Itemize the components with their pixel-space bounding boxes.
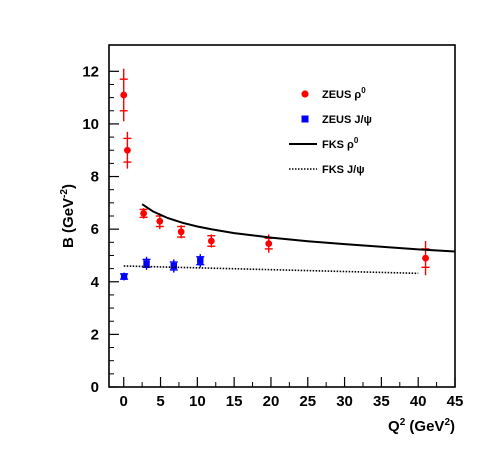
rho-marker bbox=[124, 146, 131, 154]
legend-item: FKS J/ψ bbox=[289, 164, 365, 176]
legend-label-sup: 0 bbox=[354, 136, 359, 145]
legend-square-marker bbox=[301, 115, 309, 123]
legend-item: FKS ρ0 bbox=[289, 136, 359, 151]
y-tick-label: 2 bbox=[91, 326, 99, 343]
fks-rho-curve bbox=[141, 203, 456, 253]
rho-marker bbox=[265, 240, 273, 248]
x-axis-title-rest: (GeV bbox=[405, 418, 444, 435]
fks-jpsi-curve bbox=[123, 265, 419, 275]
x-tick-label: 20 bbox=[263, 393, 280, 410]
x-tick-label: 40 bbox=[410, 393, 427, 410]
y-tick-label: 4 bbox=[91, 274, 100, 291]
data-point bbox=[207, 234, 216, 248]
data-point bbox=[142, 256, 151, 270]
x-axis-title-end: ) bbox=[450, 418, 455, 435]
rho-marker bbox=[120, 91, 128, 99]
legend-item: ZEUS J/ψ bbox=[301, 114, 372, 126]
jpsi-marker bbox=[170, 262, 177, 270]
x-tick-label: 45 bbox=[447, 393, 464, 410]
legend-label-sup: 0 bbox=[361, 86, 366, 95]
y-tick-label: 0 bbox=[91, 379, 99, 396]
rho-marker bbox=[156, 217, 164, 225]
jpsi-marker bbox=[120, 273, 128, 280]
data-point bbox=[421, 240, 430, 276]
x-axis-title: Q2 (GeV2) bbox=[388, 417, 455, 435]
legend-label-text: FKS J/ψ bbox=[322, 164, 365, 176]
data-point bbox=[196, 254, 205, 268]
y-axis-title-base: B (GeV bbox=[60, 198, 77, 248]
x-tick-label: 5 bbox=[156, 393, 164, 410]
y-tick-label: 12 bbox=[82, 63, 99, 80]
x-tick-label: 35 bbox=[373, 393, 390, 410]
legend-label: FKS ρ0 bbox=[322, 136, 359, 151]
x-tick-label: 15 bbox=[226, 393, 243, 410]
rho-marker bbox=[422, 254, 429, 262]
legend-label: FKS J/ψ bbox=[322, 164, 365, 176]
rho-marker bbox=[207, 237, 215, 245]
axes-layer: 0 5 10 15 20 25 30 35 40 45 0 2 4 6 8 10 12 bbox=[82, 63, 463, 410]
x-axis-title-sup: 2 bbox=[400, 417, 406, 428]
x-axis-title-sup2: 2 bbox=[444, 417, 450, 428]
jpsi-marker bbox=[143, 260, 150, 267]
legend-item: ZEUS ρ0 bbox=[301, 86, 366, 101]
legend-label-text: ZEUS J/ψ bbox=[322, 114, 372, 126]
legend-label-text: ZEUS ρ bbox=[322, 89, 361, 101]
y-axis-title-end: ) bbox=[60, 184, 77, 189]
data-point bbox=[119, 68, 128, 122]
legend-label: ZEUS ρ0 bbox=[322, 86, 366, 101]
x-tick-label: 25 bbox=[299, 393, 316, 410]
legend-label: ZEUS J/ψ bbox=[322, 114, 372, 126]
y-axis-title-sup: -2 bbox=[59, 189, 70, 198]
y-tick-label: 10 bbox=[82, 116, 99, 133]
data-point bbox=[123, 131, 132, 169]
y-axis-title: B (GeV-2) bbox=[59, 184, 77, 248]
jpsi-marker bbox=[197, 257, 204, 264]
y-tick-label: 8 bbox=[91, 169, 99, 186]
data-point bbox=[120, 272, 129, 281]
data-point bbox=[169, 259, 178, 273]
x-tick-label: 10 bbox=[189, 393, 206, 410]
rho-marker bbox=[140, 209, 148, 217]
rho-marker bbox=[177, 228, 185, 236]
y-tick-label: 6 bbox=[91, 221, 99, 238]
legend-label-text: FKS ρ bbox=[322, 139, 354, 151]
data-point bbox=[177, 225, 186, 239]
data-point bbox=[139, 208, 148, 219]
series-layer bbox=[119, 68, 456, 281]
x-axis-title-base: Q bbox=[388, 418, 400, 435]
x-tick-label: 0 bbox=[120, 393, 128, 410]
x-tick-label: 30 bbox=[336, 393, 353, 410]
legend-circle-marker bbox=[301, 90, 309, 98]
